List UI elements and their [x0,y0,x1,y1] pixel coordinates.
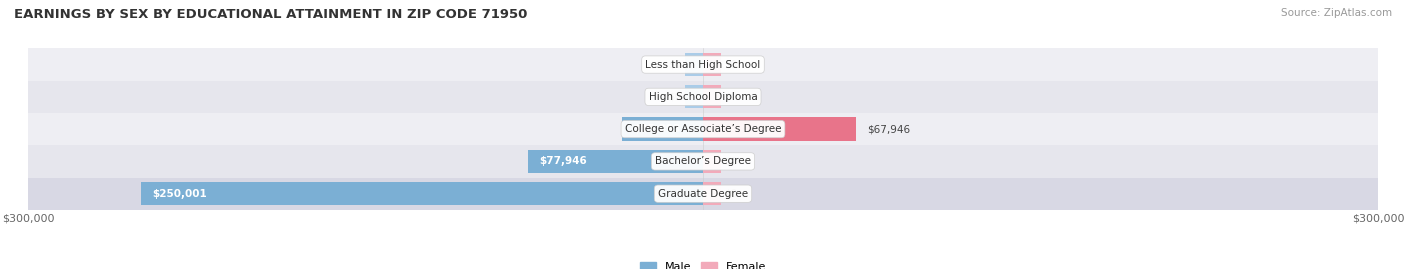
Text: $77,946: $77,946 [538,156,586,167]
Text: $0: $0 [668,92,682,102]
Text: $0: $0 [724,189,738,199]
Text: $0: $0 [724,59,738,70]
Text: $0: $0 [724,156,738,167]
Text: EARNINGS BY SEX BY EDUCATIONAL ATTAINMENT IN ZIP CODE 71950: EARNINGS BY SEX BY EDUCATIONAL ATTAINMEN… [14,8,527,21]
Bar [703,118,856,141]
Text: Less than High School: Less than High School [645,59,761,70]
Bar [28,81,1378,113]
Bar [527,150,703,173]
Bar [703,85,721,108]
Legend: Male, Female: Male, Female [636,257,770,269]
Text: Source: ZipAtlas.com: Source: ZipAtlas.com [1281,8,1392,18]
Bar [623,118,703,141]
Text: Graduate Degree: Graduate Degree [658,189,748,199]
Text: $35,893: $35,893 [634,124,681,134]
Bar [703,182,721,205]
Text: High School Diploma: High School Diploma [648,92,758,102]
Bar [28,145,1378,178]
Bar [28,178,1378,210]
Bar [28,113,1378,145]
Text: $67,946: $67,946 [868,124,910,134]
Bar [685,53,703,76]
Bar [141,182,703,205]
Text: Bachelor’s Degree: Bachelor’s Degree [655,156,751,167]
Bar [685,85,703,108]
Text: $0: $0 [724,92,738,102]
Text: $0: $0 [668,59,682,70]
Text: College or Associate’s Degree: College or Associate’s Degree [624,124,782,134]
Text: $250,001: $250,001 [152,189,207,199]
Bar [703,53,721,76]
Bar [703,150,721,173]
Bar [28,48,1378,81]
